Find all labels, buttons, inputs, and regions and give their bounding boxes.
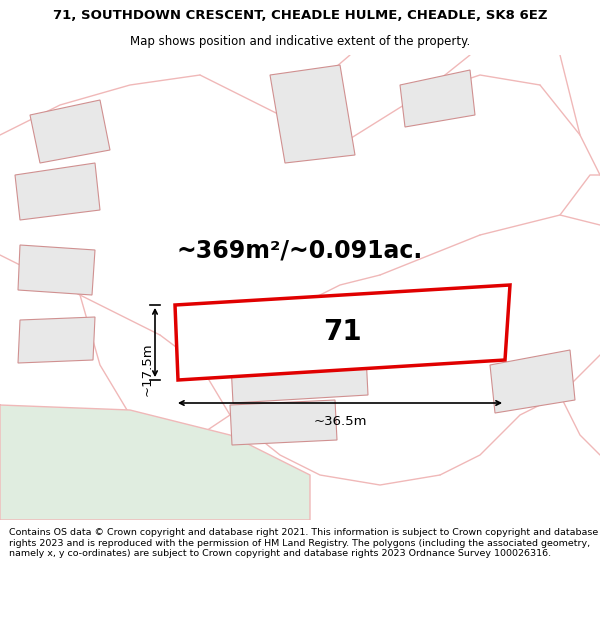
Text: Contains OS data © Crown copyright and database right 2021. This information is : Contains OS data © Crown copyright and d… xyxy=(9,528,598,558)
Polygon shape xyxy=(30,100,110,163)
Polygon shape xyxy=(230,400,337,445)
Text: ~369m²/~0.091ac.: ~369m²/~0.091ac. xyxy=(177,238,423,262)
Text: 71: 71 xyxy=(323,319,361,346)
Polygon shape xyxy=(400,70,475,127)
Polygon shape xyxy=(230,335,368,403)
Polygon shape xyxy=(175,285,510,380)
Polygon shape xyxy=(18,245,95,295)
Polygon shape xyxy=(18,317,95,363)
Polygon shape xyxy=(490,350,575,413)
Polygon shape xyxy=(15,163,100,220)
Polygon shape xyxy=(0,405,310,520)
Polygon shape xyxy=(270,65,355,163)
Text: ~36.5m: ~36.5m xyxy=(313,415,367,428)
Text: Map shows position and indicative extent of the property.: Map shows position and indicative extent… xyxy=(130,35,470,48)
Text: 71, SOUTHDOWN CRESCENT, CHEADLE HULME, CHEADLE, SK8 6EZ: 71, SOUTHDOWN CRESCENT, CHEADLE HULME, C… xyxy=(53,9,547,22)
Text: ~17.5m: ~17.5m xyxy=(140,342,154,396)
